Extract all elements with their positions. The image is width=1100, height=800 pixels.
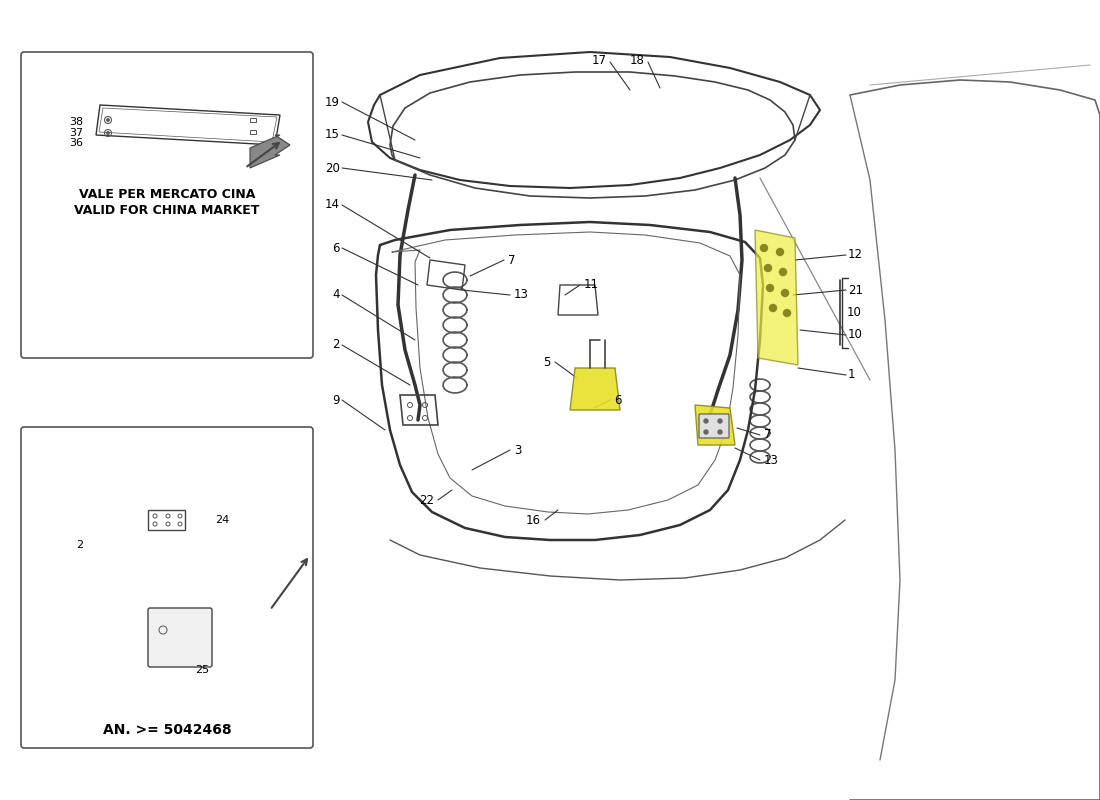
Text: 13: 13 (514, 289, 529, 302)
Circle shape (783, 310, 791, 317)
Text: 16: 16 (526, 514, 541, 526)
Circle shape (704, 430, 708, 434)
Text: 36: 36 (69, 138, 82, 148)
Circle shape (107, 118, 109, 122)
Text: 1: 1 (848, 369, 856, 382)
Polygon shape (755, 230, 797, 365)
Circle shape (704, 419, 708, 423)
Text: 14: 14 (324, 198, 340, 211)
Text: 13: 13 (764, 454, 779, 466)
Text: 18: 18 (630, 54, 645, 66)
Text: 25: 25 (195, 665, 209, 675)
Text: 10: 10 (847, 306, 862, 319)
Circle shape (777, 249, 783, 255)
Text: 37: 37 (69, 128, 82, 138)
Circle shape (781, 290, 789, 297)
Text: 15: 15 (326, 129, 340, 142)
Text: AN. >= 5042468: AN. >= 5042468 (102, 723, 231, 737)
FancyBboxPatch shape (698, 414, 729, 438)
Text: 20: 20 (326, 162, 340, 174)
Bar (250, 130, 256, 134)
Circle shape (764, 265, 771, 271)
Text: 12: 12 (848, 249, 864, 262)
Text: 11: 11 (584, 278, 600, 291)
Text: 38: 38 (69, 117, 82, 127)
Text: 21: 21 (848, 283, 864, 297)
Text: 19: 19 (324, 95, 340, 109)
Text: 4: 4 (332, 289, 340, 302)
Text: VALE PER MERCATO CINA: VALE PER MERCATO CINA (79, 189, 255, 202)
Text: 5: 5 (543, 355, 551, 369)
Text: 3: 3 (514, 443, 521, 457)
FancyBboxPatch shape (148, 608, 212, 667)
Text: 7: 7 (764, 429, 771, 442)
Text: 2: 2 (76, 540, 82, 550)
Polygon shape (570, 368, 620, 410)
Text: 24: 24 (214, 515, 229, 525)
Text: 7: 7 (508, 254, 516, 266)
Circle shape (770, 305, 777, 311)
Circle shape (107, 132, 109, 134)
Text: 9: 9 (332, 394, 340, 406)
Circle shape (718, 430, 722, 434)
Text: 6: 6 (332, 242, 340, 254)
Text: 2: 2 (332, 338, 340, 351)
Text: 6: 6 (614, 394, 622, 406)
Circle shape (780, 269, 786, 275)
FancyBboxPatch shape (21, 52, 313, 358)
FancyBboxPatch shape (21, 427, 313, 748)
Text: 17: 17 (592, 54, 607, 66)
Polygon shape (695, 405, 735, 445)
Polygon shape (250, 135, 290, 168)
Circle shape (767, 285, 773, 291)
Circle shape (760, 245, 768, 251)
Bar (250, 118, 256, 122)
Text: 22: 22 (419, 494, 435, 506)
Circle shape (718, 419, 722, 423)
Text: VALID FOR CHINA MARKET: VALID FOR CHINA MARKET (75, 203, 260, 217)
Text: 10: 10 (848, 329, 862, 342)
